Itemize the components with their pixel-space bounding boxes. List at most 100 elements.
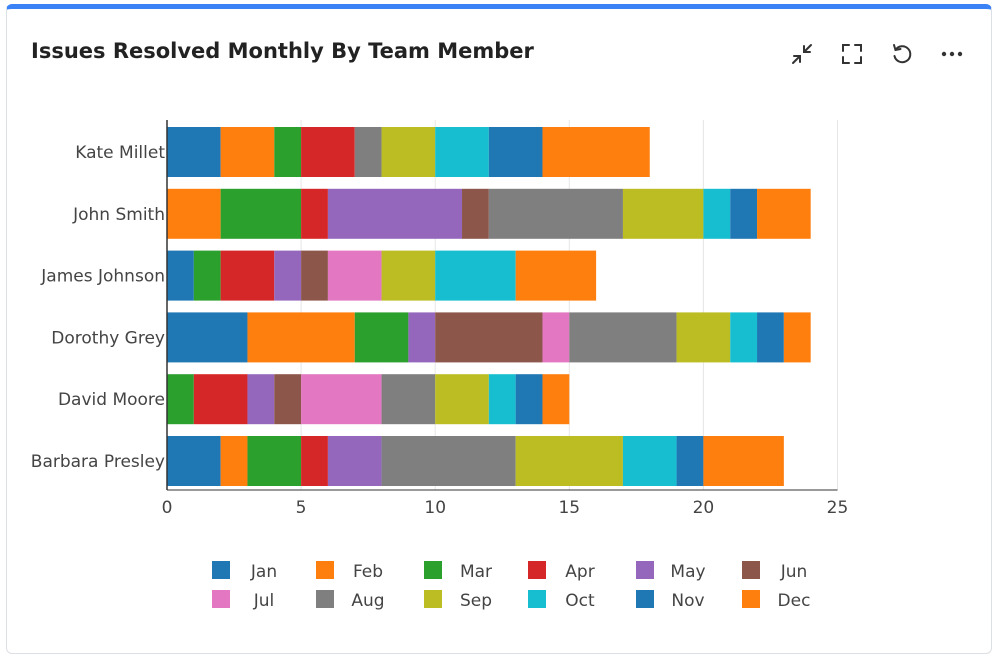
bar-segment[interactable]	[462, 188, 489, 239]
bar-segment[interactable]	[435, 127, 489, 177]
legend-swatch[interactable]	[212, 590, 230, 608]
bar-segment[interactable]	[515, 250, 597, 301]
bar-segment[interactable]	[488, 374, 516, 425]
y-tick-label: Barbara Presley	[31, 452, 165, 472]
bar-segment[interactable]	[301, 188, 328, 239]
chart-title: Issues Resolved Monthly By Team Member	[31, 39, 534, 63]
bar-segment[interactable]	[381, 127, 436, 177]
bar-segment[interactable]	[703, 436, 784, 486]
bar-segment[interactable]	[193, 374, 248, 425]
legend-swatch[interactable]	[636, 561, 654, 579]
bar-segment[interactable]	[167, 436, 221, 486]
legend-label[interactable]: Mar	[460, 562, 492, 582]
legend-label[interactable]: Nov	[671, 591, 704, 611]
x-tick-label: 5	[296, 498, 307, 518]
bar-segment[interactable]	[327, 188, 463, 239]
bar-segment[interactable]	[220, 436, 248, 486]
legend-label[interactable]: Dec	[778, 591, 811, 611]
legend-label[interactable]: May	[670, 562, 705, 582]
bar-segment[interactable]	[354, 127, 382, 177]
x-tick-label: 10	[424, 498, 446, 518]
bar-segment[interactable]	[408, 312, 436, 363]
legend-swatch[interactable]	[742, 590, 760, 608]
bar-segment[interactable]	[757, 188, 811, 239]
bar-segment[interactable]	[167, 127, 221, 177]
x-tick-label: 0	[162, 498, 173, 518]
bar-segment[interactable]	[730, 312, 758, 363]
bar-segment[interactable]	[274, 250, 302, 301]
bar-segment[interactable]	[569, 312, 677, 363]
refresh-icon[interactable]	[889, 41, 915, 67]
bar-segment[interactable]	[542, 312, 570, 363]
bar-segment[interactable]	[167, 312, 248, 363]
bar-segment[interactable]	[435, 312, 543, 363]
legend-label[interactable]: Jul	[253, 591, 275, 611]
bar-segment[interactable]	[220, 250, 275, 301]
bar-segment[interactable]	[676, 312, 731, 363]
more-icon[interactable]	[939, 41, 965, 67]
legend-label[interactable]: Aug	[351, 591, 384, 611]
legend-label[interactable]: Oct	[565, 591, 595, 611]
legend-swatch[interactable]	[636, 590, 654, 608]
bar-segment[interactable]	[301, 436, 328, 486]
bar-segment[interactable]	[167, 188, 221, 239]
x-tick-label: 15	[558, 498, 580, 518]
bar-segment[interactable]	[301, 374, 382, 425]
legend-label[interactable]: Apr	[565, 562, 594, 582]
bar-segment[interactable]	[488, 127, 543, 177]
bar-segment[interactable]	[676, 436, 704, 486]
bar-segment[interactable]	[327, 436, 382, 486]
bar-segment[interactable]	[381, 436, 516, 486]
fullscreen-icon[interactable]	[839, 41, 865, 67]
bar-segment[interactable]	[622, 188, 704, 239]
bar-segment[interactable]	[515, 374, 543, 425]
x-tick-label: 25	[827, 498, 849, 518]
legend-label[interactable]: Jun	[780, 562, 808, 582]
bar-segment[interactable]	[435, 374, 489, 425]
bar-segment[interactable]	[542, 374, 570, 425]
bar-segment[interactable]	[167, 250, 194, 301]
bar-segment[interactable]	[515, 436, 623, 486]
bar-segment[interactable]	[301, 127, 355, 177]
y-tick-label: Dorothy Grey	[51, 328, 165, 348]
bar-segment[interactable]	[220, 127, 275, 177]
y-tick-label: Kate Millet	[75, 143, 165, 163]
chart-toolbar	[789, 41, 965, 67]
bar-segment[interactable]	[542, 127, 650, 177]
y-tick-label: John Smith	[72, 205, 165, 225]
bar-segment[interactable]	[354, 312, 409, 363]
legend-swatch[interactable]	[212, 561, 230, 579]
legend-swatch[interactable]	[528, 561, 546, 579]
bar-segment[interactable]	[247, 374, 275, 425]
bar-segment[interactable]	[488, 188, 623, 239]
bar-segment[interactable]	[193, 250, 221, 301]
legend-swatch[interactable]	[316, 590, 334, 608]
bar-segment[interactable]	[783, 312, 811, 363]
bar-segment[interactable]	[703, 188, 731, 239]
bar-segment[interactable]	[622, 436, 677, 486]
bar-segment[interactable]	[730, 188, 758, 239]
legend-label[interactable]: Jan	[250, 562, 277, 582]
legend-label[interactable]: Feb	[353, 562, 383, 582]
legend-swatch[interactable]	[528, 590, 546, 608]
bar-segment[interactable]	[247, 436, 302, 486]
bar-segment[interactable]	[381, 374, 436, 425]
collapse-icon[interactable]	[789, 41, 815, 67]
bar-segment[interactable]	[757, 312, 784, 363]
legend-swatch[interactable]	[424, 590, 442, 608]
bar-segment[interactable]	[167, 374, 194, 425]
x-tick-label: 20	[693, 498, 715, 518]
legend-label[interactable]: Sep	[460, 591, 492, 611]
bar-segment[interactable]	[327, 250, 382, 301]
bar-segment[interactable]	[220, 188, 302, 239]
legend-swatch[interactable]	[316, 561, 334, 579]
bar-segment[interactable]	[435, 250, 516, 301]
bar-segment[interactable]	[381, 250, 436, 301]
bar-segment[interactable]	[274, 374, 302, 425]
bar-segment[interactable]	[247, 312, 355, 363]
legend-swatch[interactable]	[424, 561, 442, 579]
legend-swatch[interactable]	[742, 561, 760, 579]
bar-segment[interactable]	[301, 250, 328, 301]
bar-segment[interactable]	[274, 127, 302, 177]
